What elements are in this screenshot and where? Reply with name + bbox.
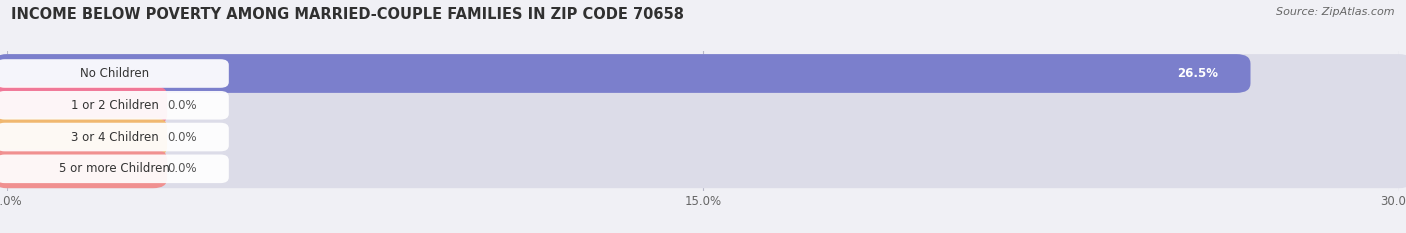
Text: 0.0%: 0.0% (167, 162, 197, 175)
Text: 3 or 4 Children: 3 or 4 Children (72, 130, 159, 144)
FancyBboxPatch shape (0, 154, 229, 183)
Text: Source: ZipAtlas.com: Source: ZipAtlas.com (1277, 7, 1395, 17)
FancyBboxPatch shape (0, 86, 167, 125)
FancyBboxPatch shape (0, 86, 1406, 125)
Text: INCOME BELOW POVERTY AMONG MARRIED-COUPLE FAMILIES IN ZIP CODE 70658: INCOME BELOW POVERTY AMONG MARRIED-COUPL… (11, 7, 685, 22)
Text: 26.5%: 26.5% (1177, 67, 1218, 80)
FancyBboxPatch shape (0, 123, 229, 151)
FancyBboxPatch shape (0, 54, 1406, 93)
Text: No Children: No Children (80, 67, 149, 80)
Text: 0.0%: 0.0% (167, 130, 197, 144)
FancyBboxPatch shape (0, 91, 229, 120)
FancyBboxPatch shape (0, 118, 1406, 156)
FancyBboxPatch shape (0, 149, 1406, 188)
FancyBboxPatch shape (0, 118, 167, 156)
FancyBboxPatch shape (0, 54, 1250, 93)
Text: 0.0%: 0.0% (167, 99, 197, 112)
Text: 1 or 2 Children: 1 or 2 Children (70, 99, 159, 112)
FancyBboxPatch shape (0, 149, 167, 188)
Text: 5 or more Children: 5 or more Children (59, 162, 170, 175)
FancyBboxPatch shape (0, 59, 229, 88)
